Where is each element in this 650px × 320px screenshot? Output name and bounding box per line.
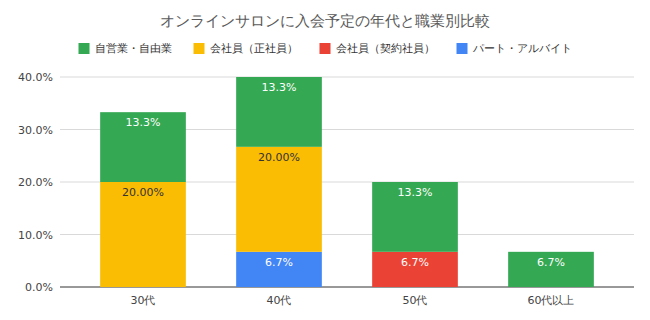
y-tick-label: 40.0%	[18, 71, 53, 84]
x-tick-label: 50代	[403, 294, 428, 307]
legend-swatch	[457, 43, 468, 54]
background	[0, 0, 650, 320]
data-label: 20.00%	[258, 151, 300, 164]
bar-segment	[372, 252, 458, 287]
bar-segment	[372, 182, 458, 252]
x-tick-label: 60代以上	[528, 294, 575, 307]
x-tick-label: 30代	[131, 294, 156, 307]
bar-segment	[100, 112, 186, 182]
legend-swatch	[79, 43, 90, 54]
data-label: 6.7%	[401, 256, 429, 269]
grid	[60, 77, 634, 287]
y-tick-label: 20.0%	[18, 176, 53, 189]
y-tick-label: 10.0%	[18, 229, 53, 242]
legend-label: パート・アルバイト	[472, 42, 572, 55]
legend-item: パート・アルバイト	[457, 42, 572, 55]
bar-segment	[236, 77, 322, 147]
y-tick-label: 30.0%	[18, 124, 53, 137]
legend-item: 自営業・自由業	[79, 42, 172, 55]
data-label: 20.00%	[122, 186, 164, 199]
grid-line	[60, 77, 634, 78]
data-label: 6.7%	[537, 256, 565, 269]
data-label: 13.3%	[126, 116, 161, 129]
bar-segment	[236, 147, 322, 252]
data-label: 13.3%	[262, 81, 297, 94]
bar-segment	[508, 252, 594, 287]
y-tick-label: 0.0%	[25, 281, 53, 294]
data-label: 6.7%	[265, 256, 293, 269]
chart-container: オンラインサロンに入会予定の年代と職業別比較 0.0% 10.0% 20.0% 30.0…	[0, 0, 650, 320]
legend-label: 会社員（契約社員）	[336, 42, 435, 55]
legend: 自営業・自由業 会社員（正社員） 会社員（契約社員） パート・アルバイト	[79, 42, 572, 55]
chart-svg: オンラインサロンに入会予定の年代と職業別比較 0.0% 10.0% 20.0% 30.0…	[0, 0, 650, 320]
x-tick-label: 40代	[267, 294, 292, 307]
legend-swatch	[320, 43, 331, 54]
title: オンラインサロンに入会予定の年代と職業別比較	[160, 12, 490, 30]
bar-segment	[236, 252, 322, 287]
legend-item: 会社員（契約社員）	[320, 42, 435, 55]
bar-segment	[100, 182, 186, 287]
legend-swatch	[194, 43, 205, 54]
legend-item: 会社員（正社員）	[194, 42, 298, 55]
bars	[100, 77, 594, 287]
legend-label: 自営業・自由業	[95, 42, 172, 55]
data-label: 13.3%	[398, 186, 433, 199]
legend-label: 会社員（正社員）	[210, 42, 298, 55]
data-labels: 6.7% 6.7% 20.00% 20.00% 13.3% 13.3% 13.3% 6.7%	[122, 81, 565, 269]
